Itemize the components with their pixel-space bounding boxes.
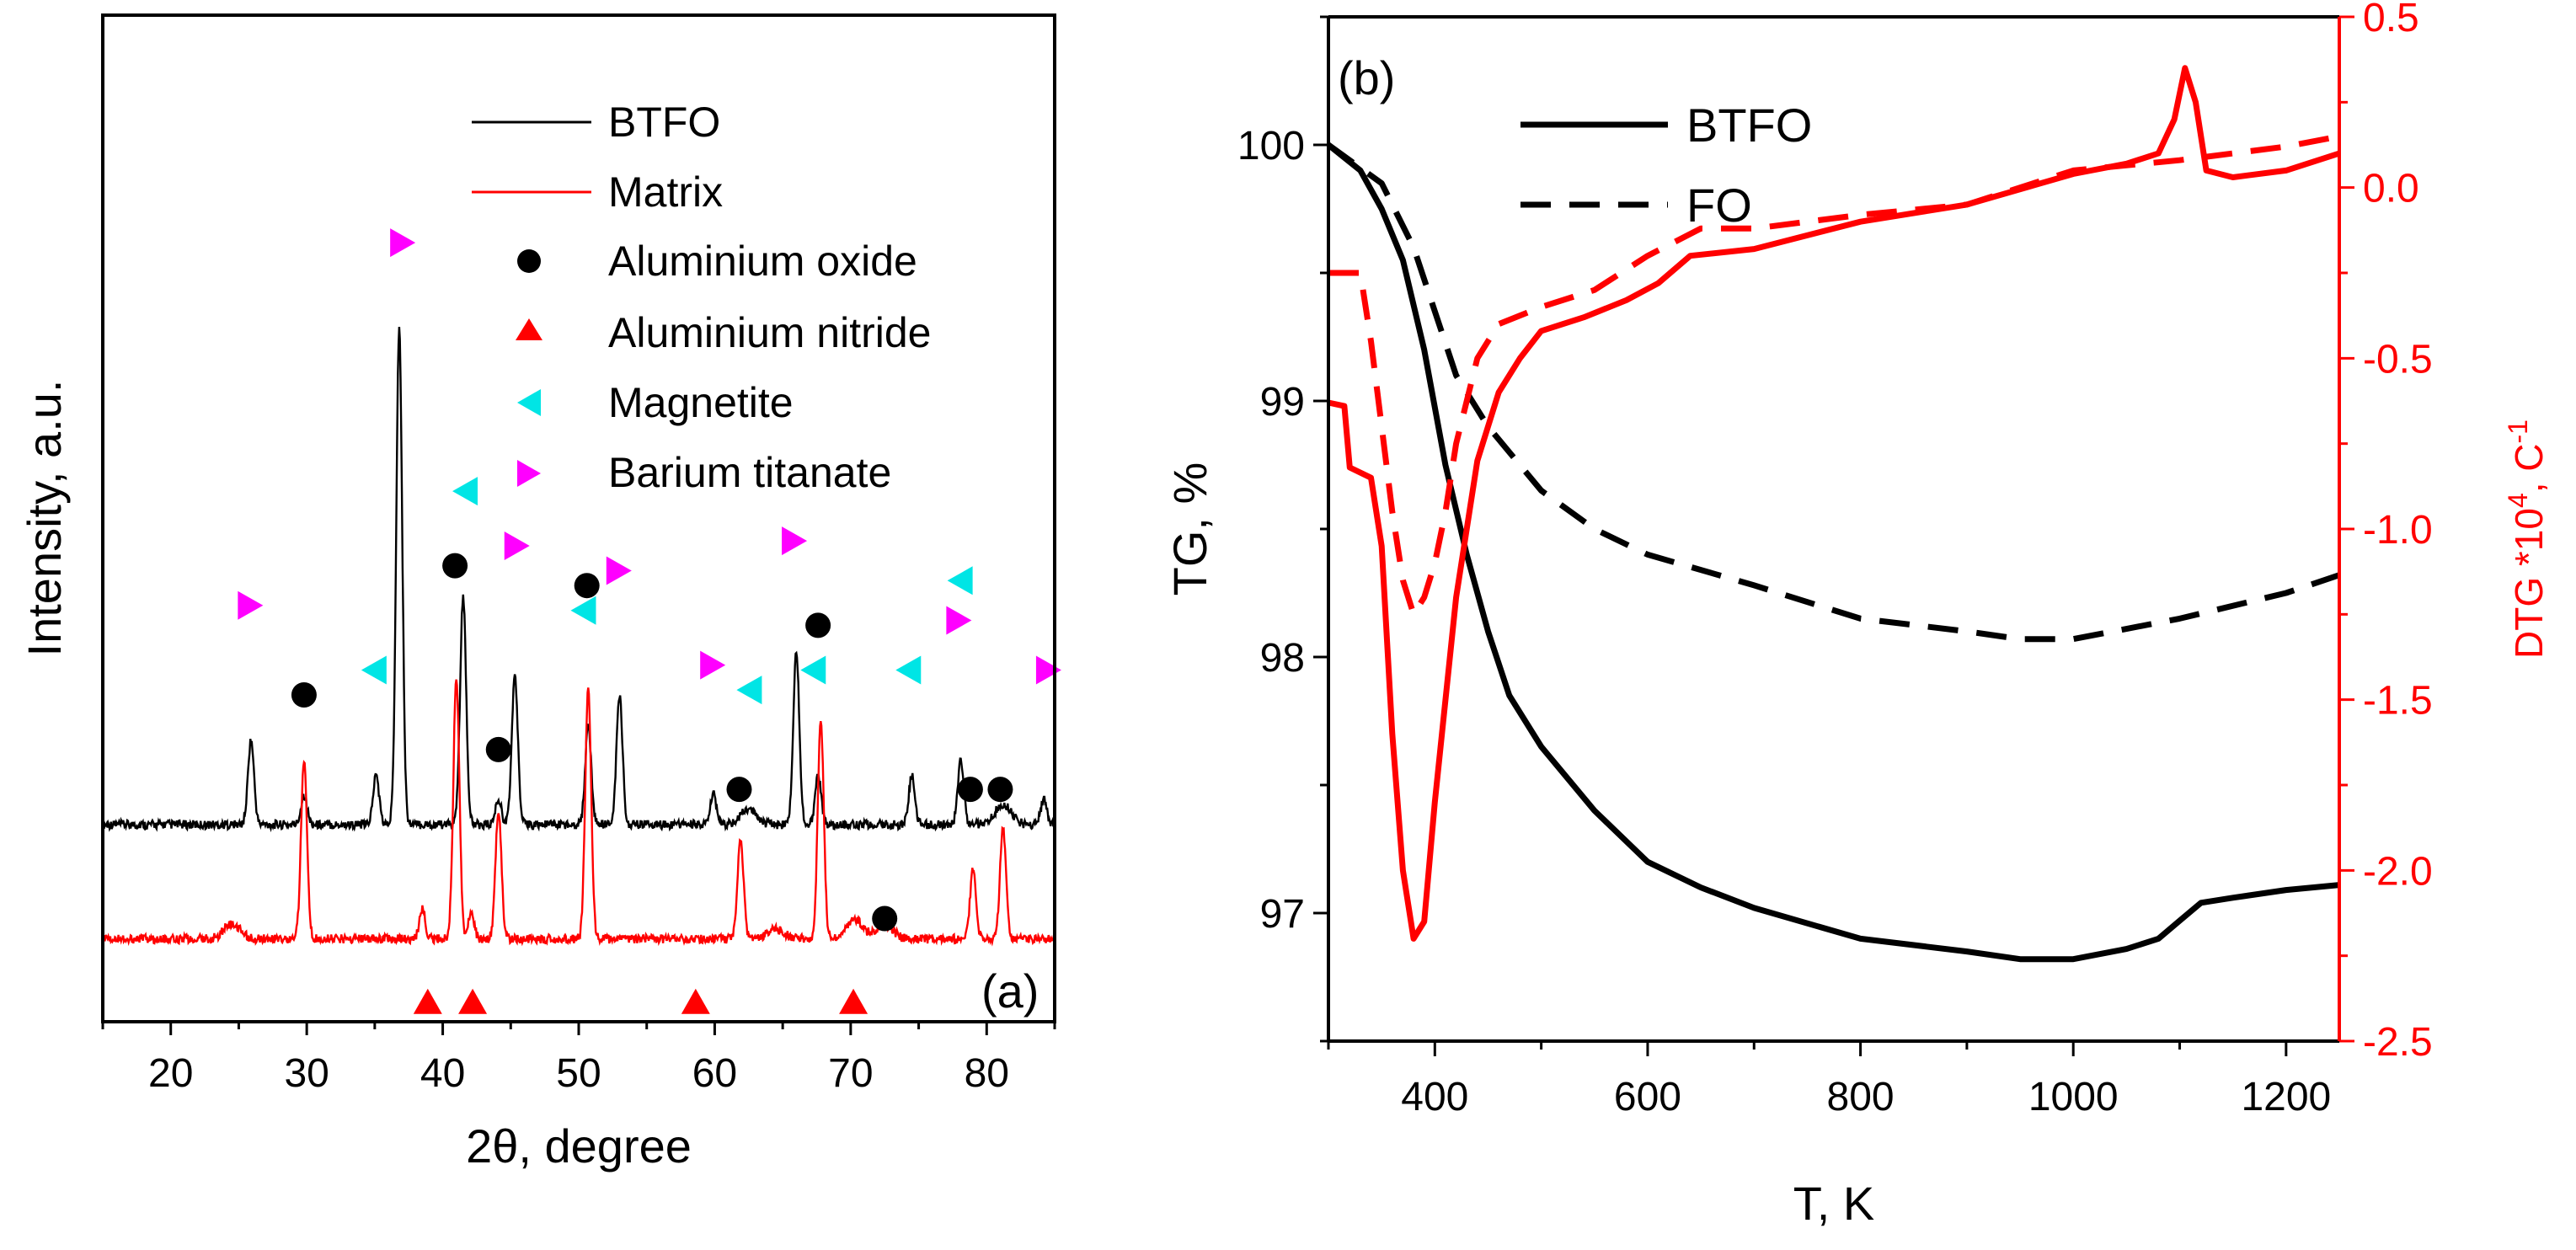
a-panel-label: (a) (981, 964, 1039, 1018)
b-y2-tick-label: 0.0 (2363, 167, 2419, 211)
aluminium-nitride-marker (681, 988, 710, 1014)
aluminium-nitride-marker (458, 988, 488, 1014)
b-y2-axis-title: DTG *104, C-1 (2503, 419, 2551, 659)
b-curves (1326, 65, 2341, 963)
b-xticks: 400 600 800 1000 1200 (1327, 1041, 2331, 1119)
a-curves (101, 327, 1056, 947)
legend-barium-titanate-marker (517, 460, 541, 487)
magnetite-marker (800, 655, 826, 685)
a-legend: BTFO Matrix Aluminium oxide Aluminium ni… (472, 99, 931, 496)
legend-b-fo-label: FO (1686, 179, 1752, 232)
magnetite-marker (570, 596, 596, 625)
magnetite-marker (895, 655, 922, 685)
b-series-3 (1328, 133, 2340, 617)
b-y2-tick-label: -0.5 (2363, 337, 2433, 382)
a-markers (238, 228, 1061, 1014)
b-panel-label: (b) (1338, 51, 1395, 104)
legend-aluminium-nitride-label: Aluminium nitride (608, 309, 931, 356)
b-x-axis-title: T, K (1793, 1177, 1874, 1230)
legend-b-btfo-label: BTFO (1686, 99, 1812, 152)
b-series-1 (1326, 142, 2341, 643)
b-y2-tick-label: 0.5 (2363, 0, 2419, 40)
aluminium-oxide-marker (485, 736, 511, 762)
aluminium-oxide-marker (291, 682, 317, 708)
b-yticks: 97 98 99 100 (1237, 15, 1328, 1043)
barium-titanate-marker (390, 228, 416, 258)
a-x-axis-title: 2θ, degree (466, 1119, 692, 1173)
a-x-tick-label: 30 (284, 1051, 329, 1096)
b-y-tick-label: 98 (1260, 636, 1305, 681)
b-x-tick-label: 1000 (2028, 1075, 2119, 1119)
a-x-tick-label: 80 (965, 1051, 1009, 1096)
a-x-tick-label: 40 (420, 1051, 465, 1096)
b-y-tick-label: 100 (1237, 124, 1305, 168)
b-series-2 (1328, 65, 2341, 942)
aluminium-oxide-marker (805, 612, 831, 638)
a-x-tick-label: 60 (692, 1051, 737, 1096)
barium-titanate-marker (606, 556, 632, 585)
panel-a-xrd: 20 30 40 50 60 70 80 BTFO Matrix Aluminium oxi… (18, 13, 1061, 1173)
aluminium-nitride-marker (839, 988, 868, 1014)
barium-titanate-marker (946, 606, 972, 635)
legend-aluminium-nitride-marker (516, 318, 542, 340)
b-y2-tick-label: -2.0 (2363, 849, 2433, 894)
aluminium-oxide-marker (987, 777, 1013, 803)
aluminium-oxide-marker (957, 777, 983, 803)
legend-btfo-label: BTFO (608, 99, 720, 146)
a-x-tick-label: 50 (556, 1051, 601, 1096)
panel-b-thermal: 400 600 800 1000 1200 97 98 99 100 -2.5 -2.0 -1.5… (1163, 0, 2551, 1230)
a-x-tick-label: 70 (828, 1051, 873, 1096)
barium-titanate-marker (782, 526, 808, 556)
b-legend: BTFO FO (1520, 99, 1812, 232)
barium-titanate-marker (1035, 655, 1061, 685)
a-series-btfo (101, 327, 1056, 833)
barium-titanate-marker (238, 590, 264, 620)
a-y-axis-title: Intensity, a.u. (18, 380, 71, 657)
b-x-tick-label: 400 (1401, 1075, 1468, 1119)
legend-matrix-label: Matrix (608, 168, 723, 216)
aluminium-oxide-marker (442, 553, 468, 579)
legend-magnetite-label: Magnetite (608, 379, 794, 426)
b-x-tick-label: 1200 (2241, 1075, 2331, 1119)
a-series-matrix (101, 679, 1056, 947)
b-y-axis-title: TG, % (1163, 462, 1216, 596)
b-y2-tick-label: -1.0 (2363, 508, 2433, 553)
b-series-0 (1326, 142, 2340, 963)
b-x-tick-label: 800 (1827, 1075, 1895, 1119)
b-y2-tick-label: -1.5 (2363, 679, 2433, 724)
legend-barium-titanate-label: Barium titanate (608, 449, 891, 496)
a-x-tick-label: 20 (148, 1051, 193, 1096)
b-y-tick-label: 99 (1260, 380, 1305, 425)
barium-titanate-marker (504, 532, 530, 560)
a-xticks: 20 30 40 50 60 70 80 (101, 1022, 1056, 1096)
magnetite-marker (736, 676, 762, 705)
magnetite-marker (452, 477, 478, 506)
b-y-tick-label: 97 (1260, 892, 1305, 937)
aluminium-oxide-marker (574, 573, 600, 599)
b-x-tick-label: 600 (1614, 1075, 1681, 1119)
aluminium-nitride-marker (413, 988, 442, 1014)
b-y2-tick-label: -2.5 (2363, 1020, 2433, 1065)
magnetite-marker (361, 655, 387, 685)
legend-aluminium-oxide-marker (517, 249, 541, 273)
legend-magnetite-marker (517, 389, 541, 416)
magnetite-marker (947, 566, 973, 596)
b-y2ticks: -2.5 -2.0 -1.5 -1.0 -0.5 0.0 0.5 (2339, 0, 2433, 1065)
barium-titanate-marker (700, 650, 726, 680)
aluminium-oxide-marker (726, 777, 752, 803)
legend-aluminium-oxide-label: Aluminium oxide (608, 238, 917, 285)
aluminium-oxide-marker (872, 905, 898, 932)
